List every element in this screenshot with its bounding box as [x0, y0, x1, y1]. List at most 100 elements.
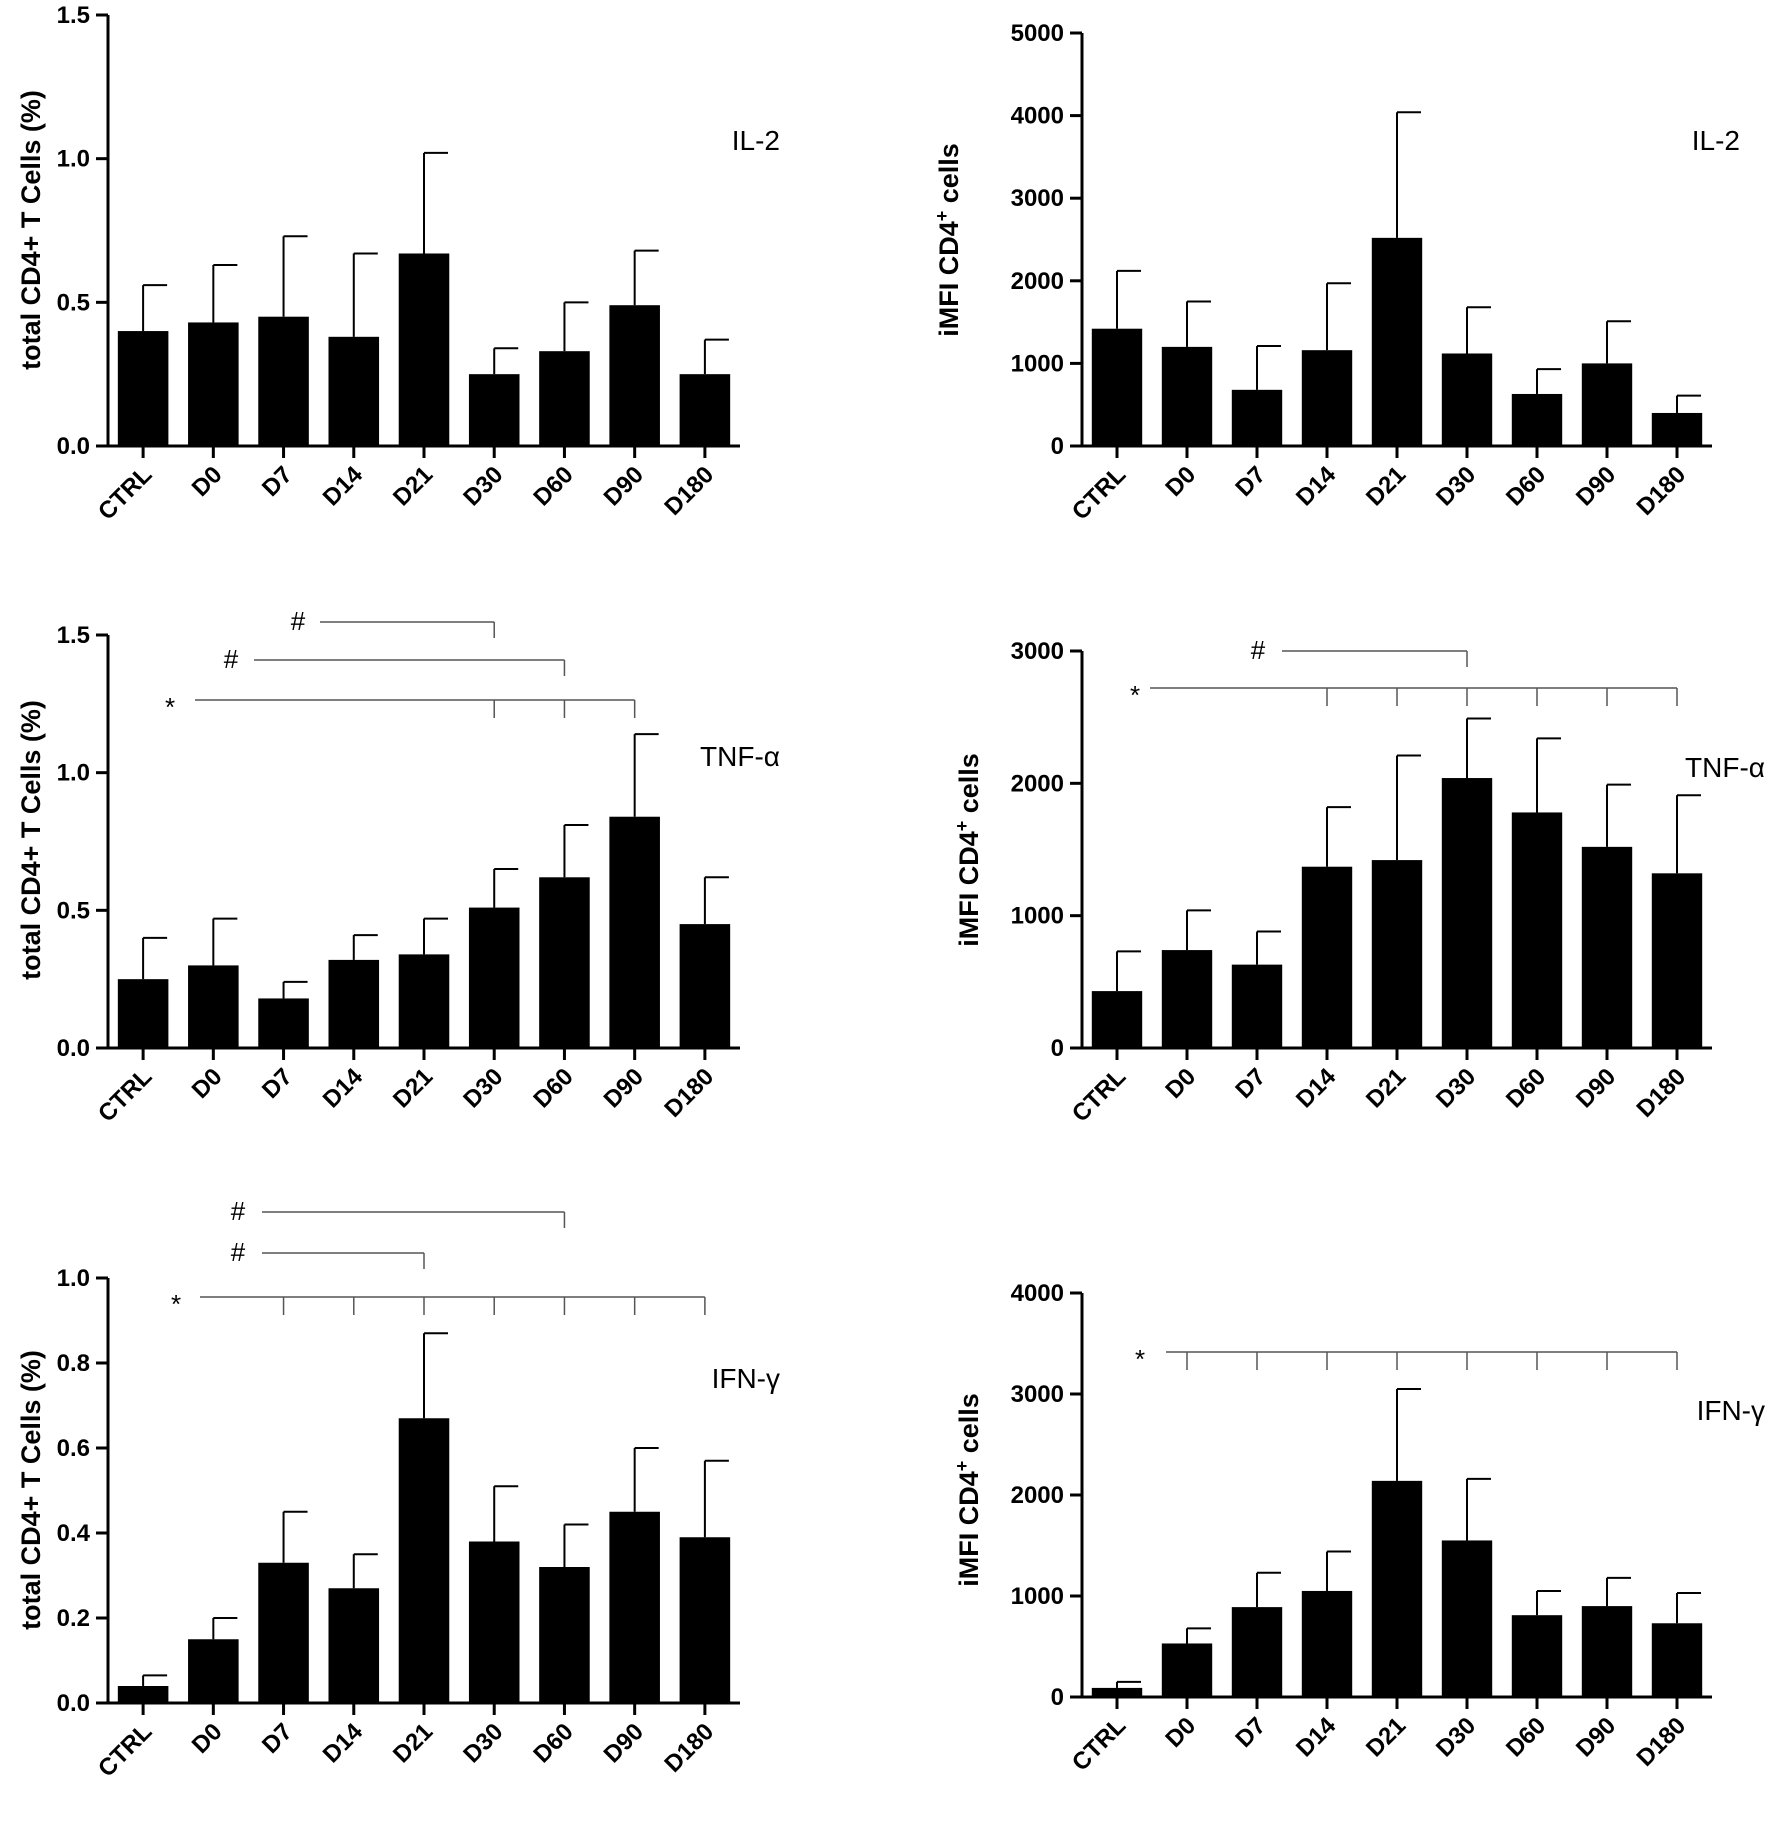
- category-label-D7: D7: [1230, 1063, 1271, 1104]
- bar-D21: [398, 253, 450, 446]
- y-tick-label: 1000: [1011, 903, 1064, 930]
- category-label-D21: D21: [1361, 1712, 1411, 1762]
- significance-symbol: *: [171, 1289, 181, 1319]
- bar-D60: [1511, 812, 1563, 1048]
- category-label-D14: D14: [1291, 461, 1342, 512]
- category-label-D90: D90: [599, 461, 649, 511]
- bar-D60: [539, 1567, 590, 1703]
- category-label-D90: D90: [599, 1718, 649, 1768]
- chart-panel-5: 0.0 0.2 0.4 0.6 0.8 1.0 CTRL D0 D7 D14 D21 D30 D60 D9…: [16, 1196, 780, 1782]
- y-tick-label: 1.5: [57, 2, 90, 29]
- chart-panel-4: 0 1000 2000 3000 CTRL D0 D7 D14 D21 D30 D60 D90 D180…: [952, 635, 1765, 1127]
- bar-D90: [1581, 363, 1633, 446]
- y-tick-label: 0.0: [57, 1035, 90, 1062]
- category-label-D180: D180: [1632, 461, 1692, 521]
- y-axis-title: total CD4+ T Cells (%): [16, 1350, 46, 1630]
- y-axis-title: iMFI CD4+ cells: [952, 753, 984, 947]
- category-label-D30: D30: [1431, 1712, 1481, 1762]
- y-tick-label: 0: [1051, 1035, 1064, 1062]
- bar-D7: [258, 998, 309, 1048]
- bar-D30: [1441, 1540, 1493, 1697]
- category-label-D0: D0: [1160, 1712, 1201, 1753]
- bar-D180: [679, 924, 731, 1048]
- category-label-D0: D0: [187, 1063, 228, 1104]
- category-label-D60: D60: [1501, 1063, 1551, 1113]
- bar-D21: [1371, 860, 1423, 1048]
- y-tick-label: 5000: [1011, 20, 1064, 47]
- category-label-D30: D30: [1431, 1063, 1481, 1113]
- bar-D7: [258, 1562, 309, 1703]
- bar-D60: [1511, 393, 1563, 446]
- category-label-D0: D0: [187, 461, 228, 502]
- category-label-D14: D14: [1291, 1063, 1342, 1114]
- category-label-CTRL: CTRL: [93, 1718, 157, 1782]
- y-tick-label: 4000: [1011, 103, 1064, 130]
- bar-D0: [188, 1639, 239, 1703]
- bar-D0: [1161, 950, 1213, 1048]
- category-label-D180: D180: [1632, 1063, 1692, 1123]
- significance-symbol: #: [231, 1196, 246, 1226]
- category-label-D0: D0: [1160, 461, 1201, 502]
- y-tick-label: 2000: [1011, 770, 1064, 797]
- y-axis-title: iMFI CD4+ cells: [932, 143, 964, 337]
- category-label-CTRL: CTRL: [1067, 1712, 1131, 1776]
- category-label-D21: D21: [388, 1718, 438, 1768]
- category-label-D60: D60: [528, 1718, 578, 1768]
- category-label-D21: D21: [1361, 1063, 1411, 1113]
- bar-D7: [1231, 389, 1283, 446]
- bar-D30: [1441, 778, 1493, 1048]
- bar-D7: [258, 316, 309, 446]
- bar-D21: [1371, 1480, 1423, 1697]
- y-tick-label: 0: [1051, 433, 1064, 460]
- y-tick-label: 0: [1051, 1684, 1064, 1711]
- y-axis-title: iMFI CD4+ cells: [952, 1393, 984, 1587]
- chart-panel-3: 0.0 0.5 1.0 1.5 CTRL D0 D7 D14 D21 D30 D60 D90 D180 t…: [16, 606, 780, 1127]
- significance-symbol: #: [291, 606, 306, 636]
- category-label-D21: D21: [388, 1063, 438, 1113]
- y-tick-label: 0.5: [57, 897, 90, 924]
- bar-D30: [1441, 353, 1493, 446]
- bar-D60: [539, 351, 590, 446]
- y-tick-label: 1.0: [57, 760, 90, 787]
- y-tick-label: 0.0: [57, 433, 90, 460]
- y-tick-label: 0.0: [57, 1690, 90, 1717]
- category-label-D14: D14: [318, 461, 369, 512]
- category-label-D0: D0: [1160, 1063, 1201, 1104]
- category-label-D60: D60: [1501, 1712, 1551, 1762]
- category-label-D30: D30: [458, 1718, 508, 1768]
- y-tick-label: 3000: [1011, 1381, 1064, 1408]
- bar-D7: [1231, 1607, 1283, 1697]
- bar-D0: [1161, 1643, 1213, 1697]
- significance-symbol: #: [1251, 635, 1266, 665]
- bar-CTRL: [117, 1686, 169, 1703]
- y-tick-label: 2000: [1011, 268, 1064, 295]
- category-label-D90: D90: [1571, 1712, 1621, 1762]
- category-label-D21: D21: [388, 461, 438, 511]
- category-label-CTRL: CTRL: [1067, 461, 1131, 525]
- bar-D14: [1301, 1590, 1353, 1697]
- significance-symbol: *: [1135, 1344, 1145, 1374]
- significance-symbol: *: [1130, 680, 1140, 710]
- bar-CTRL: [117, 331, 169, 446]
- category-label-CTRL: CTRL: [93, 461, 157, 525]
- category-label-D7: D7: [1230, 1712, 1271, 1753]
- y-tick-label: 0.5: [57, 289, 90, 316]
- bar-D14: [328, 336, 380, 446]
- y-tick-label: 3000: [1011, 185, 1064, 212]
- y-tick-label: 1.5: [57, 622, 90, 649]
- panel-label: TNF-α: [700, 741, 780, 772]
- bar-D180: [1651, 412, 1703, 446]
- bar-D90: [1581, 846, 1633, 1048]
- y-tick-label: 1000: [1011, 350, 1064, 377]
- category-label-D60: D60: [528, 1063, 578, 1113]
- y-tick-label: 1.0: [57, 1265, 90, 1292]
- category-label-D7: D7: [1230, 461, 1271, 502]
- category-label-D7: D7: [257, 1063, 298, 1104]
- y-tick-label: 4000: [1011, 1280, 1064, 1307]
- bar-D180: [1651, 873, 1703, 1048]
- bar-D180: [679, 1537, 731, 1703]
- category-label-D180: D180: [659, 1718, 719, 1778]
- category-label-D30: D30: [458, 1063, 508, 1113]
- category-label-D90: D90: [1571, 1063, 1621, 1113]
